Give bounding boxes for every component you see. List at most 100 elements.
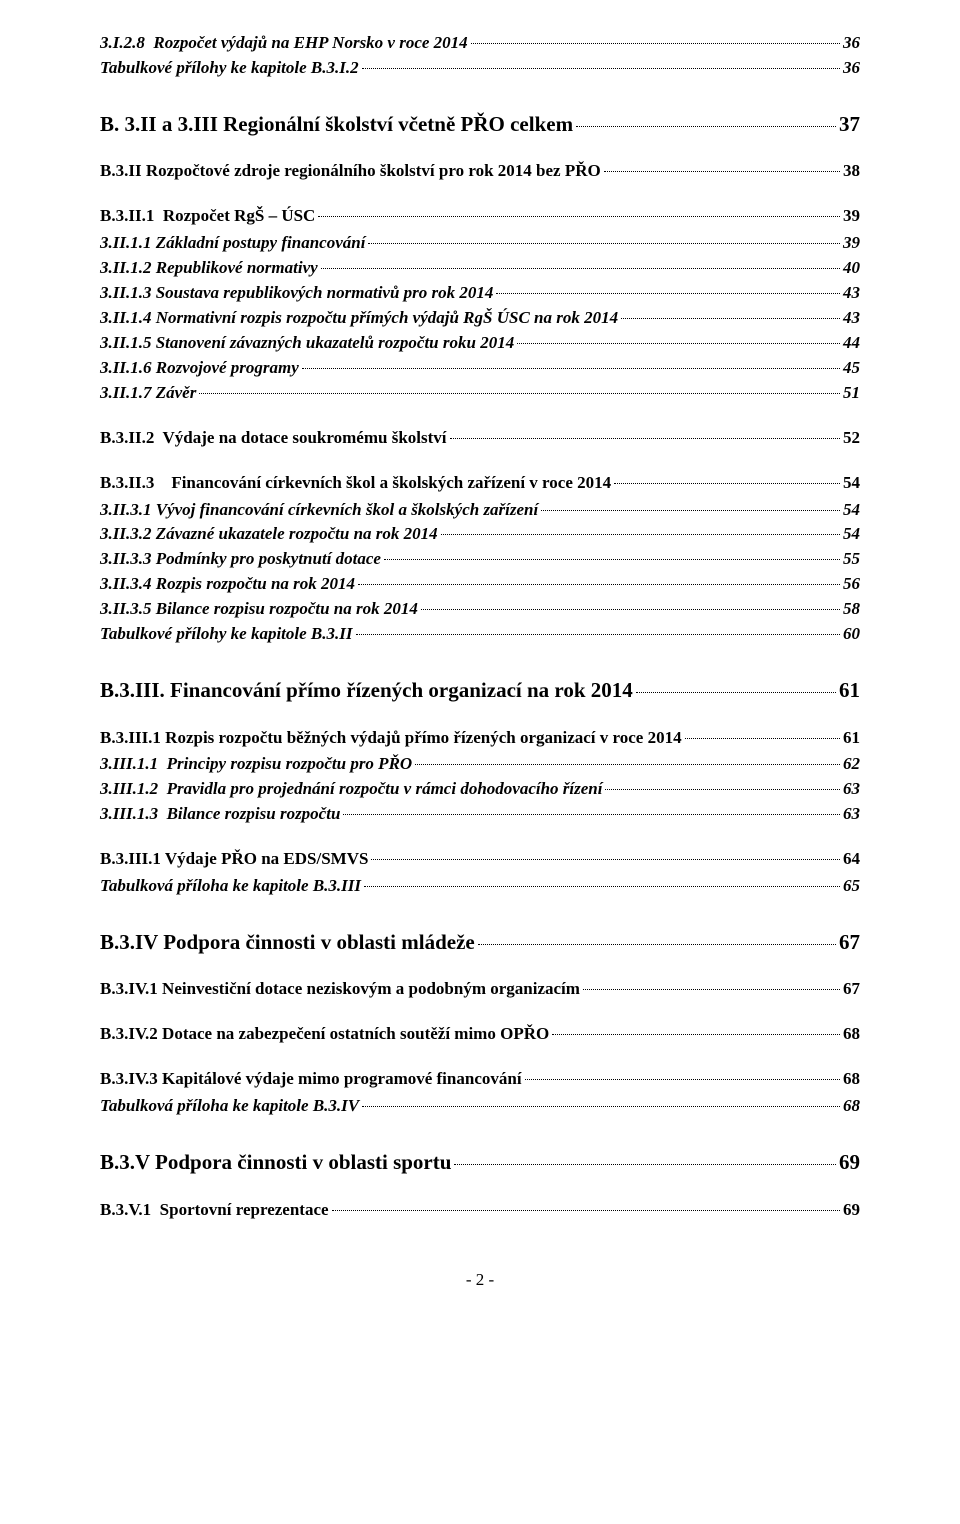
toc-leader xyxy=(321,268,840,269)
toc-entry: 3.II.3.1 Vývoj financování církevních šk… xyxy=(100,499,860,522)
toc-leader xyxy=(541,510,840,511)
toc-entry: B.3.V Podpora činnosti v oblasti sportu6… xyxy=(100,1148,860,1176)
toc-entry: 3.II.3.2 Závazné ukazatele rozpočtu na r… xyxy=(100,523,860,546)
toc-entry-text: B.3.III. Financování přímo řízených orga… xyxy=(100,676,633,704)
toc-entry-text: 3.II.3.5 Bilance rozpisu rozpočtu na rok… xyxy=(100,598,418,621)
toc-leader xyxy=(605,789,840,790)
toc-entry-text: B.3.IV Podpora činnosti v oblasti mládež… xyxy=(100,928,475,956)
toc-entry: 3.II.3.3 Podmínky pro poskytnutí dotace5… xyxy=(100,548,860,571)
toc-entry-text: 3.III.1.3 Bilance rozpisu rozpočtu xyxy=(100,803,340,826)
toc-entry: B.3.IV.3 Kapitálové výdaje mimo programo… xyxy=(100,1068,860,1091)
toc-entry-text: B.3.V Podpora činnosti v oblasti sportu xyxy=(100,1148,451,1176)
toc-entry: 3.III.1.1 Principy rozpisu rozpočtu pro … xyxy=(100,753,860,776)
toc-entry-page: 61 xyxy=(843,727,860,750)
toc-entry-text: B.3.II.1 Rozpočet RgŠ – ÚSC xyxy=(100,205,315,228)
toc-entry: B.3.II.3 Financování církevních škol a š… xyxy=(100,472,860,495)
toc-leader xyxy=(343,814,840,815)
toc-leader xyxy=(525,1079,840,1080)
toc-entry-text: 3.II.1.1 Základní postupy financování xyxy=(100,232,365,255)
toc-leader xyxy=(441,534,840,535)
toc-entry-text: 3.II.1.7 Závěr xyxy=(100,382,196,405)
toc-entry: B.3.IV Podpora činnosti v oblasti mládež… xyxy=(100,928,860,956)
toc-entry: B.3.V.1 Sportovní reprezentace69 xyxy=(100,1199,860,1222)
toc-entry-page: 67 xyxy=(839,928,860,956)
toc-leader xyxy=(332,1210,840,1211)
toc-entry-page: 63 xyxy=(843,778,860,801)
toc-leader xyxy=(685,738,840,739)
toc-entry-text: B.3.II Rozpočtové zdroje regionálního šk… xyxy=(100,160,601,183)
toc-leader xyxy=(364,886,840,887)
toc-entry: 3.II.1.6 Rozvojové programy45 xyxy=(100,357,860,380)
toc-entry-page: 43 xyxy=(843,307,860,330)
toc-entry-text: Tabulková příloha ke kapitole B.3.IV xyxy=(100,1095,359,1118)
toc-entry-page: 64 xyxy=(843,848,860,871)
toc-entry-page: 45 xyxy=(843,357,860,380)
toc-entry: B.3.III.1 Rozpis rozpočtu běžných výdajů… xyxy=(100,727,860,750)
toc-entry-text: 3.II.1.4 Normativní rozpis rozpočtu přím… xyxy=(100,307,618,330)
toc-entry-text: 3.II.3.2 Závazné ukazatele rozpočtu na r… xyxy=(100,523,438,546)
toc-entry-page: 39 xyxy=(843,205,860,228)
toc-entry: B.3.IV.2 Dotace na zabezpečení ostatních… xyxy=(100,1023,860,1046)
toc-entry-page: 52 xyxy=(843,427,860,450)
toc-entry: 3.II.1.1 Základní postupy financování 39 xyxy=(100,232,860,255)
toc-leader xyxy=(621,318,840,319)
toc-entry-page: 63 xyxy=(843,803,860,826)
toc-entry-page: 68 xyxy=(843,1023,860,1046)
toc-entry-page: 60 xyxy=(843,623,860,646)
toc-entry-text: B.3.IV.1 Neinvestiční dotace neziskovým … xyxy=(100,978,580,1001)
toc-leader xyxy=(454,1164,836,1165)
toc-leader xyxy=(356,634,841,635)
toc-leader xyxy=(471,43,840,44)
toc-entry-text: 3.II.3.4 Rozpis rozpočtu na rok 2014 xyxy=(100,573,355,596)
toc-entry-text: B.3.IV.2 Dotace na zabezpečení ostatních… xyxy=(100,1023,549,1046)
toc-leader xyxy=(552,1034,840,1035)
toc-entry: Tabulkové přílohy ke kapitole B.3.II60 xyxy=(100,623,860,646)
toc-entry: B.3.II.2 Výdaje na dotace soukromému ško… xyxy=(100,427,860,450)
toc-entry-page: 38 xyxy=(843,160,860,183)
toc-entry-text: 3.II.1.5 Stanovení závazných ukazatelů r… xyxy=(100,332,514,355)
toc-leader xyxy=(576,126,836,127)
page-footer: - 2 - xyxy=(100,1270,860,1290)
toc-entry-page: 54 xyxy=(843,499,860,522)
toc-entry-text: B. 3.II a 3.III Regionální školství včet… xyxy=(100,110,573,138)
toc-leader xyxy=(450,438,841,439)
toc-entry: B.3.III.1 Výdaje PŘO na EDS/SMVS64 xyxy=(100,848,860,871)
toc-entry: B.3.II Rozpočtové zdroje regionálního šk… xyxy=(100,160,860,183)
toc-entry-text: B.3.IV.3 Kapitálové výdaje mimo programo… xyxy=(100,1068,522,1091)
toc-entry: 3.III.1.3 Bilance rozpisu rozpočtu 63 xyxy=(100,803,860,826)
toc-entry-text: B.3.V.1 Sportovní reprezentace xyxy=(100,1199,329,1222)
toc-entry-page: 65 xyxy=(843,875,860,898)
toc-entry-text: B.3.II.2 Výdaje na dotace soukromému ško… xyxy=(100,427,447,450)
toc-entry-text: B.3.III.1 Rozpis rozpočtu běžných výdajů… xyxy=(100,727,682,750)
toc-entry-page: 39 xyxy=(843,232,860,255)
toc-entry: Tabulková příloha ke kapitole B.3.IV 68 xyxy=(100,1095,860,1118)
toc-entry: B. 3.II a 3.III Regionální školství včet… xyxy=(100,110,860,138)
toc-leader xyxy=(496,293,840,294)
toc-leader xyxy=(318,216,840,217)
toc-leader xyxy=(604,171,840,172)
toc-leader xyxy=(371,859,840,860)
toc-entry-page: 51 xyxy=(843,382,860,405)
toc-entry: 3.II.3.4 Rozpis rozpočtu na rok 201456 xyxy=(100,573,860,596)
toc-entry: 3.II.1.4 Normativní rozpis rozpočtu přím… xyxy=(100,307,860,330)
toc-entry-page: 62 xyxy=(843,753,860,776)
toc-entry: 3.II.1.2 Republikové normativy40 xyxy=(100,257,860,280)
toc-entry: Tabulková příloha ke kapitole B.3.III65 xyxy=(100,875,860,898)
toc-entry-page: 54 xyxy=(843,523,860,546)
toc-entry-page: 40 xyxy=(843,257,860,280)
toc-entry-text: 3.III.1.1 Principy rozpisu rozpočtu pro … xyxy=(100,753,412,776)
toc-leader xyxy=(636,692,836,693)
document-page: 3.I.2.8 Rozpočet výdajů na EHP Norsko v … xyxy=(0,0,960,1320)
toc-entry-text: Tabulkové přílohy ke kapitole B.3.I.2 xyxy=(100,57,359,80)
toc-entry-text: 3.II.1.3 Soustava republikových normativ… xyxy=(100,282,493,305)
toc-leader xyxy=(421,609,840,610)
toc-entry-page: 37 xyxy=(839,110,860,138)
toc-leader xyxy=(362,1106,840,1107)
toc-entry-text: B.3.II.3 Financování církevních škol a š… xyxy=(100,472,611,495)
toc-entry-page: 68 xyxy=(843,1095,860,1118)
toc-entry-page: 36 xyxy=(843,32,860,55)
toc-entry: 3.III.1.2 Pravidla pro projednání rozpoč… xyxy=(100,778,860,801)
toc-entry: B.3.IV.1 Neinvestiční dotace neziskovým … xyxy=(100,978,860,1001)
table-of-contents: 3.I.2.8 Rozpočet výdajů na EHP Norsko v … xyxy=(100,32,860,1222)
toc-entry-text: 3.II.3.3 Podmínky pro poskytnutí dotace xyxy=(100,548,381,571)
